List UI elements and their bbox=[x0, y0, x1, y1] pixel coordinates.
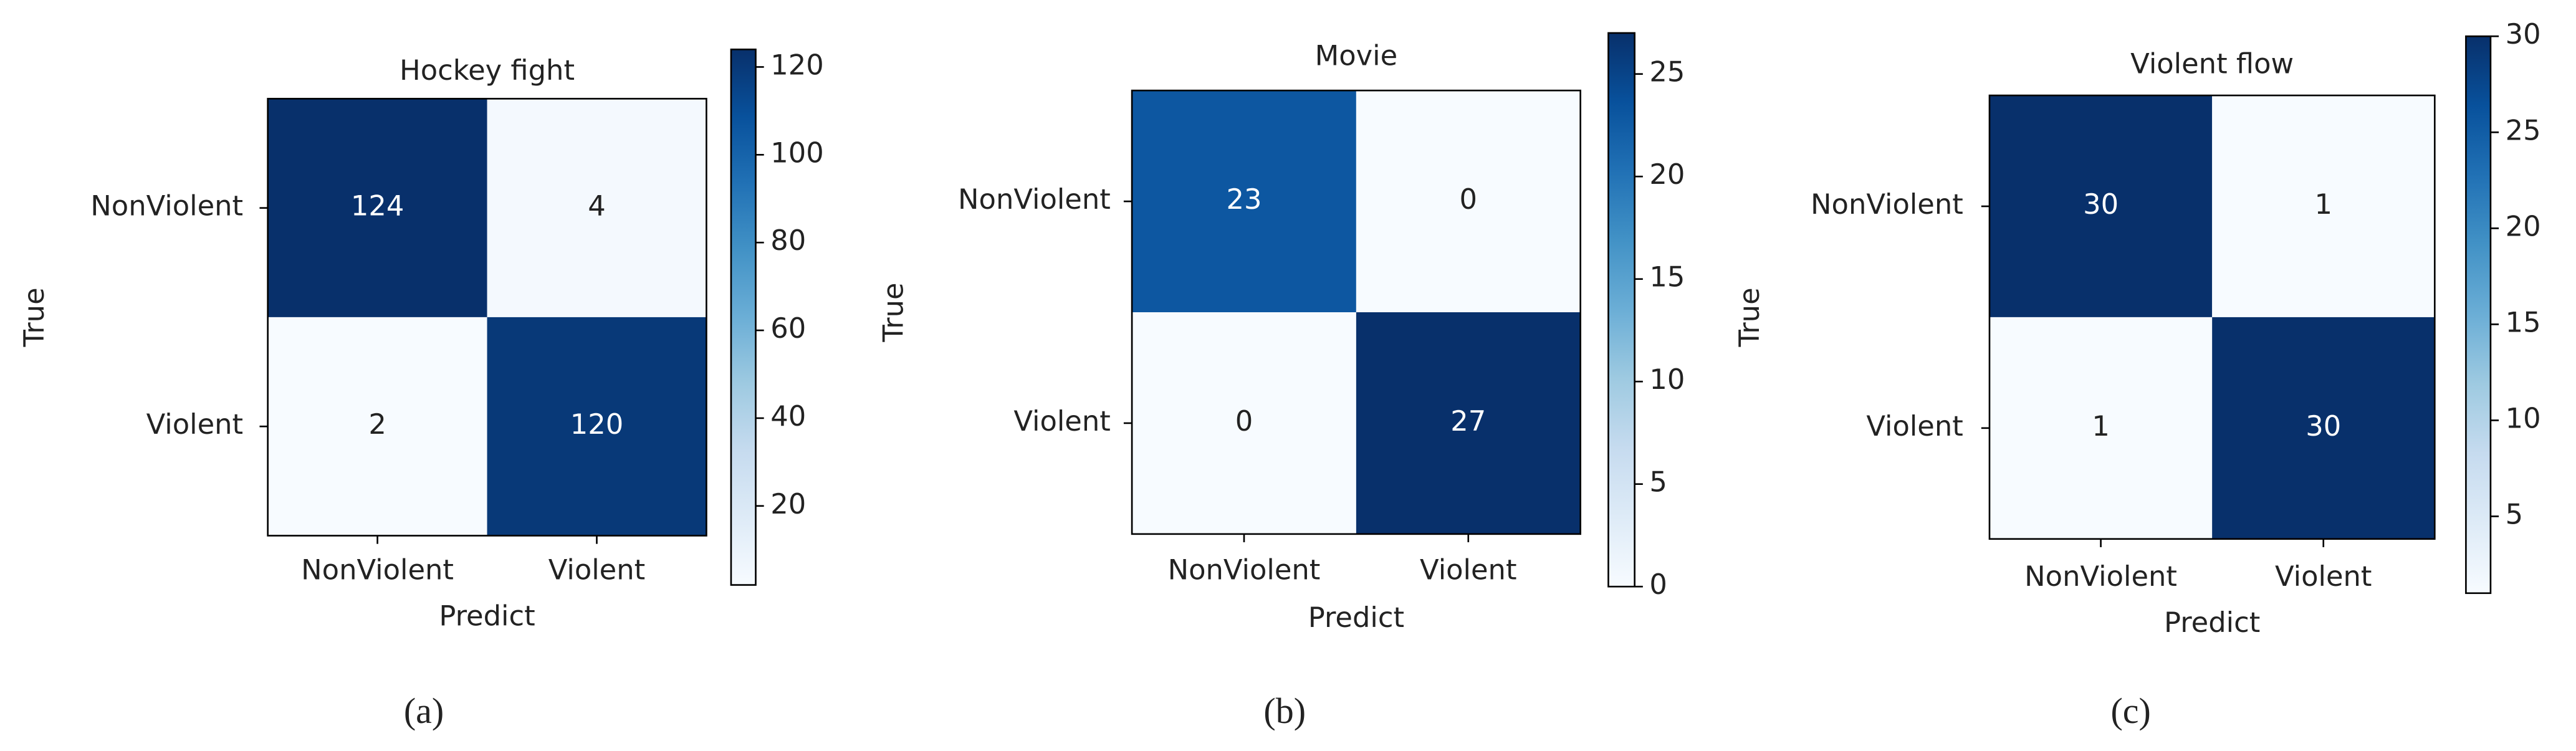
cell-label: 124 bbox=[351, 189, 405, 222]
colorbar bbox=[2465, 35, 2492, 595]
y-tick-label: NonViolent bbox=[90, 189, 243, 222]
x-tick-label: Violent bbox=[1420, 553, 1516, 586]
cell-label: 30 bbox=[2305, 409, 2341, 442]
caption: (c) bbox=[2111, 691, 2151, 731]
colorbar-tick-label: 20 bbox=[2506, 209, 2541, 242]
chart-title: Violent flow bbox=[2130, 47, 2294, 80]
cell bbox=[1356, 90, 1581, 313]
x-tick-label: Violent bbox=[2275, 560, 2372, 593]
cell-label: 23 bbox=[1226, 183, 1262, 216]
y-tick-label: NonViolent bbox=[1811, 188, 1963, 221]
colorbar-tick-label: 60 bbox=[770, 312, 806, 345]
cell bbox=[267, 98, 487, 317]
cell bbox=[1132, 312, 1356, 534]
colorbar bbox=[1607, 32, 1635, 588]
cell-label: 1 bbox=[2314, 188, 2332, 221]
x-tick-label: NonViolent bbox=[301, 553, 454, 586]
cell-label: 120 bbox=[570, 408, 624, 441]
x-axis-label: Predict bbox=[1308, 601, 1404, 634]
x-tick-label: NonViolent bbox=[2024, 560, 2177, 593]
cell-label: 0 bbox=[1460, 183, 1478, 216]
y-tick-label: Violent bbox=[1013, 404, 1110, 438]
colorbar-tick-label: 120 bbox=[770, 48, 824, 81]
colorbar-tick-label: 10 bbox=[1649, 363, 1685, 396]
cell-label: 4 bbox=[588, 189, 606, 222]
y-tick-label: NonViolent bbox=[958, 183, 1111, 216]
colorbar-tick-label: 80 bbox=[770, 224, 806, 257]
colorbar-tick-label: 100 bbox=[770, 136, 824, 169]
cell bbox=[2212, 95, 2435, 317]
caption: (a) bbox=[404, 691, 444, 731]
colorbar-tick-label: 20 bbox=[770, 487, 806, 520]
y-axis-label: True bbox=[1733, 287, 1766, 347]
cell bbox=[1132, 90, 1356, 313]
y-axis-label: True bbox=[877, 282, 910, 342]
matrix-frame bbox=[267, 98, 707, 537]
cell bbox=[1989, 95, 2213, 317]
colorbar-tick-label: 40 bbox=[770, 399, 806, 433]
cell-label: 2 bbox=[368, 408, 386, 441]
cell bbox=[487, 98, 707, 317]
colorbar-tick-label: 15 bbox=[1649, 261, 1685, 294]
colorbar-tick-label: 5 bbox=[2506, 498, 2524, 531]
chart-title: Movie bbox=[1315, 39, 1398, 72]
cell-label: 30 bbox=[2083, 188, 2119, 221]
x-axis-label: Predict bbox=[439, 599, 535, 632]
colorbar-tick-label: 15 bbox=[2506, 305, 2541, 338]
x-tick-label: Violent bbox=[548, 553, 645, 586]
matrix-frame bbox=[1988, 94, 2436, 540]
y-axis-label: True bbox=[17, 287, 50, 347]
colorbar-tick-label: 25 bbox=[2506, 113, 2541, 146]
cell bbox=[1989, 317, 2213, 539]
colorbar bbox=[730, 48, 757, 586]
cell bbox=[267, 317, 487, 536]
colorbar-tick-label: 0 bbox=[1649, 568, 1667, 601]
cell bbox=[1356, 312, 1581, 534]
cell bbox=[2212, 317, 2435, 539]
colorbar-tick-label: 10 bbox=[2506, 401, 2541, 434]
caption: (b) bbox=[1263, 691, 1306, 731]
x-tick-label: NonViolent bbox=[1168, 553, 1321, 586]
cell-label: 0 bbox=[1235, 404, 1253, 438]
y-tick-label: Violent bbox=[146, 408, 243, 441]
cell bbox=[487, 317, 707, 536]
colorbar-tick-label: 20 bbox=[1649, 158, 1685, 191]
cell-label: 27 bbox=[1450, 404, 1486, 438]
cell-label: 1 bbox=[2092, 409, 2110, 442]
colorbar-tick-label: 5 bbox=[1649, 466, 1667, 499]
matrix-frame bbox=[1131, 89, 1581, 535]
colorbar-tick-label: 30 bbox=[2506, 17, 2541, 50]
chart-title: Hockey fight bbox=[400, 54, 575, 87]
y-tick-label: Violent bbox=[1866, 409, 1963, 442]
x-axis-label: Predict bbox=[2164, 606, 2260, 639]
colorbar-tick-label: 25 bbox=[1649, 55, 1685, 88]
